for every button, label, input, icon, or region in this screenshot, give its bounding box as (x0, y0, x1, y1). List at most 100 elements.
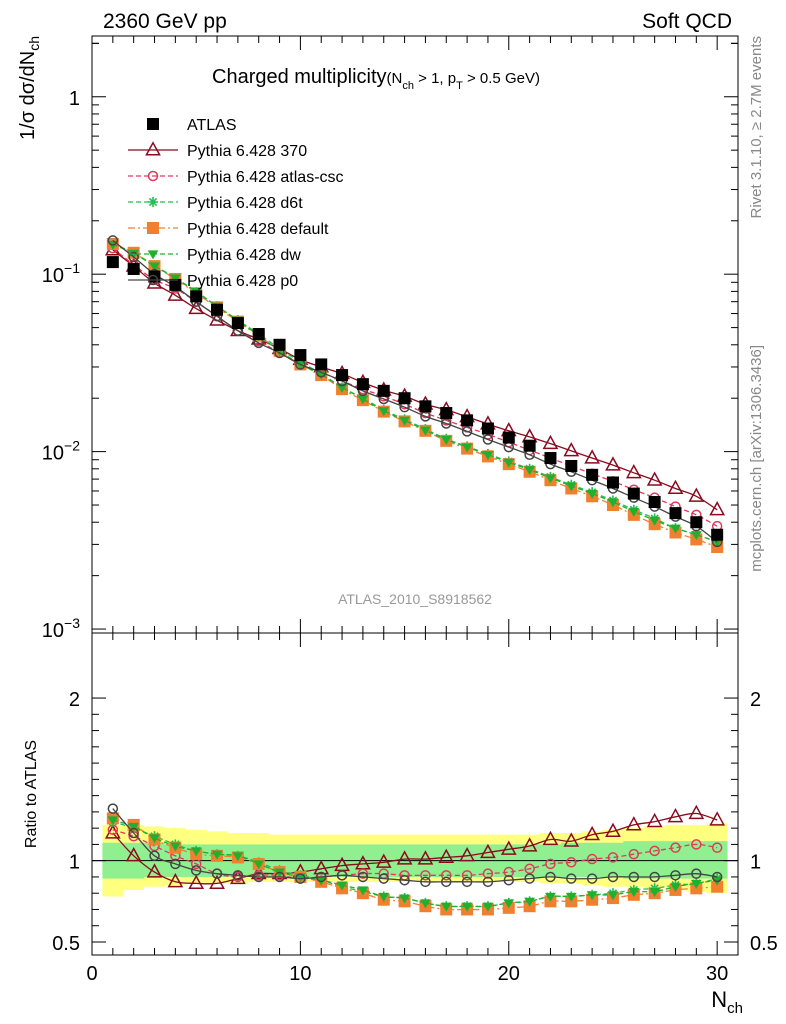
ratio-data-point (605, 822, 621, 837)
ratio-data-point (357, 871, 369, 883)
ratio-data-point (190, 847, 202, 857)
series-atlas (106, 256, 724, 541)
legend-label: Pythia 6.428 d6t (187, 195, 303, 212)
ratio-data-point (524, 873, 535, 884)
data-point (357, 395, 369, 405)
ratio-data-point (396, 850, 413, 865)
y-tick-label: 10−2 (42, 438, 80, 465)
legend-item: Pythia 6.428 370 (128, 141, 307, 160)
ratio-data-point (170, 858, 181, 870)
title-sub-2: > 1, p (414, 70, 456, 87)
ratio-data-point (649, 871, 660, 883)
title-sub: (N (387, 70, 403, 87)
data-point (625, 464, 642, 479)
ratio-ylabel: Ratio to ATLAS (23, 740, 40, 848)
data-point (211, 303, 224, 316)
legend-label: Pythia 6.428 atlas-csc (187, 169, 344, 186)
ratio-y-tick-label-right: 0.5 (750, 933, 778, 955)
main-title: Charged multiplicity(Nch > 1, pT > 0.5 G… (212, 66, 540, 92)
category-label: Soft QCD (642, 10, 732, 33)
y-tick-label-base: 10 (42, 265, 64, 287)
data-point (336, 369, 349, 382)
main-axes: 110−110−210−3 (42, 36, 739, 642)
data-point (690, 516, 703, 529)
ratio-data-point (169, 842, 181, 852)
title-main: Charged multiplicity (212, 66, 387, 88)
ratio-data-point (628, 887, 640, 897)
ratio-y-tick-label-left: 0.5 (52, 933, 80, 955)
ratio-data-point (128, 822, 140, 832)
ratio-data-point (461, 902, 473, 912)
data-point (107, 235, 119, 246)
data-point (482, 451, 494, 461)
data-point (378, 407, 390, 417)
ratio-data-point (482, 876, 494, 888)
watermark: ATLAS_2010_S8918562 (338, 591, 492, 607)
legend-marker (147, 222, 159, 234)
ratio-data-point (521, 837, 538, 852)
ratio-data-point (420, 876, 431, 888)
data-point (563, 442, 580, 457)
y-tick-label: 10−1 (42, 260, 80, 287)
legend-marker (147, 274, 159, 286)
data-point (169, 278, 182, 291)
data-point (461, 426, 473, 437)
data-point (648, 496, 661, 509)
ratio-data-point (441, 876, 452, 888)
ratio-data-point (524, 863, 535, 875)
ratio-data-point (461, 870, 473, 881)
legend: ATLAS Pythia 6.428 370 Pythia 6.428 atlas-… (128, 117, 344, 290)
data-point (502, 431, 515, 444)
ratio-data-point (232, 852, 244, 862)
y-tick-label-exponent: −2 (64, 438, 80, 454)
ylabel-sub: ch (26, 36, 42, 51)
data-point (440, 435, 452, 445)
ratio-panel: 0.5 0.51 12 20 10 20 30 Ratio to ATLAS Nch (23, 632, 778, 1017)
ratio-data-point (711, 880, 724, 893)
ratio-data-point (670, 883, 681, 893)
data-point (544, 452, 557, 465)
data-point (188, 299, 205, 315)
data-point (149, 262, 160, 272)
data-point (503, 458, 515, 468)
data-point (419, 400, 432, 413)
ratio-data-point (149, 834, 160, 844)
ratio-y-tick-label-left: 1 (69, 852, 80, 874)
ratio-data-point (378, 892, 390, 902)
data-point (273, 338, 286, 351)
ratio-y-tick-label-right: 2 (750, 689, 761, 711)
ratio-series-line (112, 808, 718, 883)
ratio-data-point (313, 860, 330, 875)
y-tick-label-exponent: −1 (64, 260, 80, 276)
ratio-x-tick-label: 20 (498, 963, 520, 985)
legend-marker (147, 170, 159, 182)
ratio-data-point (480, 843, 496, 859)
ratio-data-point (107, 803, 119, 814)
ratio-data-point (167, 873, 184, 888)
mcplots-label: mcplots.cern.ch [arXiv:1306.3436] (748, 345, 765, 572)
rivet-label: Rivet 3.1.10, ≥ 2.7M events (748, 36, 765, 219)
ratio-data-point (420, 870, 431, 881)
ratio-data-point (295, 873, 306, 884)
main-ylabel: 1/σ dσ/dNch (17, 36, 42, 140)
ratio-axes: 0.5 0.51 12 20 10 20 30 (52, 633, 778, 985)
data-point (461, 414, 474, 427)
ratio-data-point (503, 866, 515, 878)
ratio-data-point (524, 897, 536, 907)
legend-label: Pythia 6.428 p0 (187, 273, 298, 290)
ratio-data-point (399, 894, 410, 904)
ratio-data-point (545, 892, 556, 902)
data-point (711, 528, 724, 541)
ratio-data-point (566, 873, 577, 884)
legend-item: Pythia 6.428 p0 (128, 273, 298, 290)
ratio-data-point (274, 871, 285, 883)
ratio-data-point (607, 891, 619, 901)
main-panel: 110−110−210−3 Charged multiplicity(Nch >… (17, 35, 739, 642)
data-point (128, 251, 139, 263)
ratio-data-point (607, 852, 619, 863)
ratio-data-point (688, 804, 705, 820)
ratio-data-point (399, 874, 410, 886)
data-point (586, 489, 598, 499)
ratio-data-point (417, 850, 434, 865)
ratio-data-point (503, 874, 515, 886)
